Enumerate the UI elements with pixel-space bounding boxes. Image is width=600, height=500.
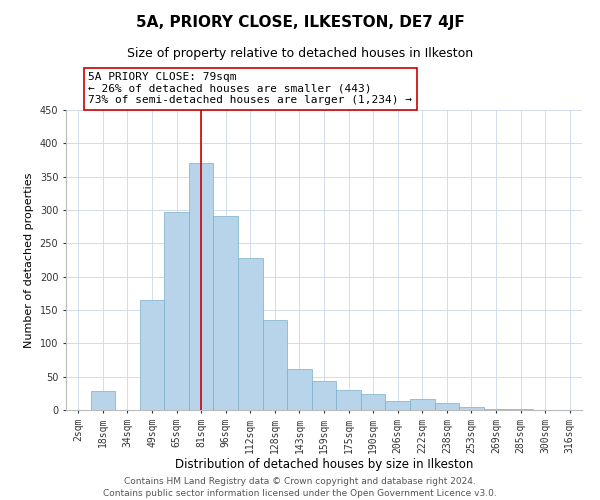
Bar — [164, 212, 189, 410]
Bar — [91, 392, 115, 410]
Bar — [238, 258, 263, 410]
Bar — [410, 400, 434, 410]
Bar — [189, 164, 214, 410]
Bar — [434, 404, 459, 410]
Bar — [263, 320, 287, 410]
Text: Contains public sector information licensed under the Open Government Licence v3: Contains public sector information licen… — [103, 489, 497, 498]
Text: 5A PRIORY CLOSE: 79sqm
← 26% of detached houses are smaller (443)
73% of semi-de: 5A PRIORY CLOSE: 79sqm ← 26% of detached… — [88, 72, 412, 106]
Bar — [312, 382, 336, 410]
Text: 5A, PRIORY CLOSE, ILKESTON, DE7 4JF: 5A, PRIORY CLOSE, ILKESTON, DE7 4JF — [136, 15, 464, 30]
Text: Contains HM Land Registry data © Crown copyright and database right 2024.: Contains HM Land Registry data © Crown c… — [124, 478, 476, 486]
Bar — [484, 408, 508, 410]
Bar — [385, 400, 410, 410]
Bar — [140, 300, 164, 410]
Text: Size of property relative to detached houses in Ilkeston: Size of property relative to detached ho… — [127, 48, 473, 60]
X-axis label: Distribution of detached houses by size in Ilkeston: Distribution of detached houses by size … — [175, 458, 473, 471]
Y-axis label: Number of detached properties: Number of detached properties — [24, 172, 34, 348]
Bar — [459, 406, 484, 410]
Bar — [336, 390, 361, 410]
Bar — [287, 368, 312, 410]
Bar — [361, 394, 385, 410]
Bar — [214, 216, 238, 410]
